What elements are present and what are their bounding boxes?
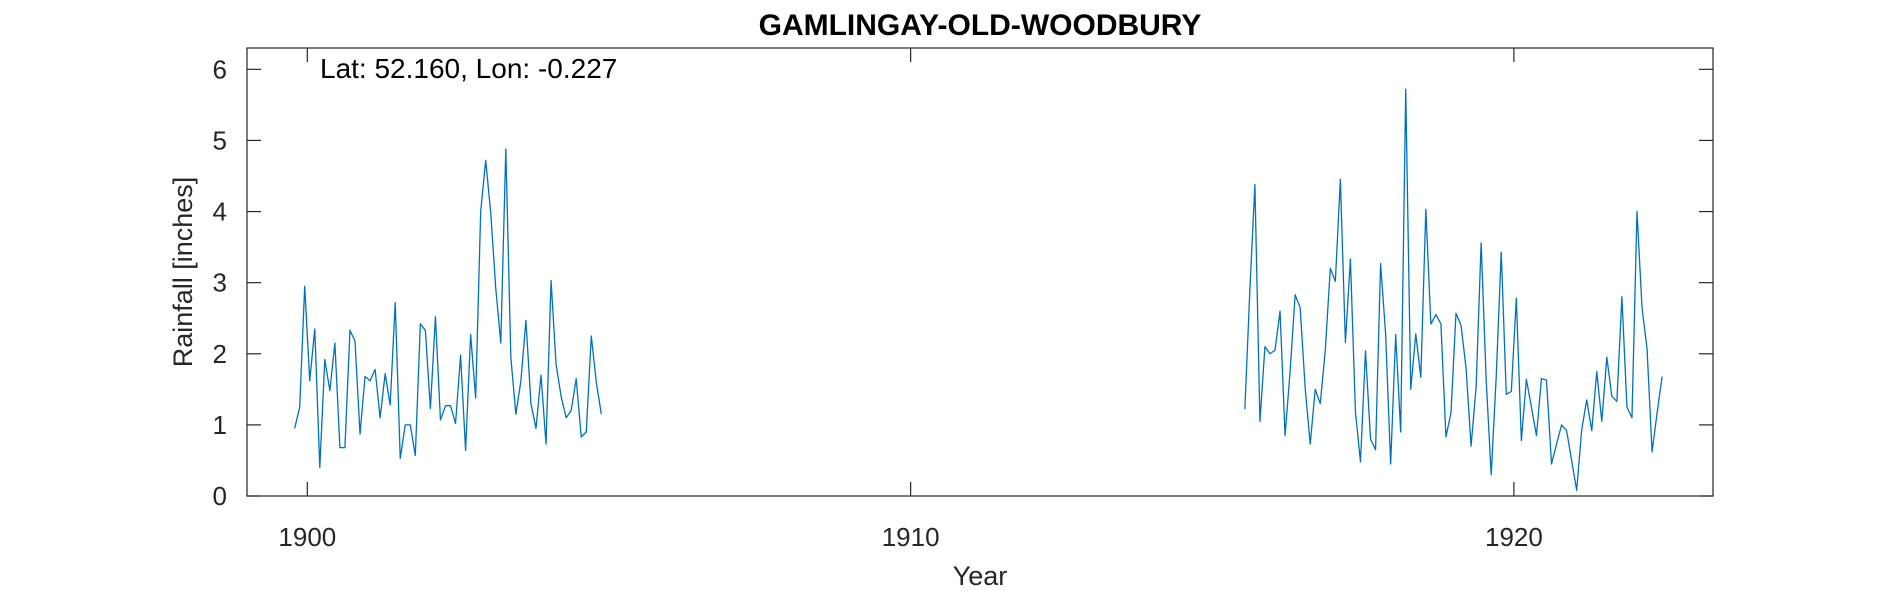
series-group: [294, 88, 1663, 491]
y-tick-label-2: 2: [213, 339, 227, 369]
y-tick-label-3: 3: [213, 268, 227, 298]
plot-area-frame: [246, 47, 1714, 497]
rainfall-series-line-1: [294, 148, 602, 469]
y-tick-label-0: 0: [213, 481, 227, 511]
rainfall-series-line-2: [1244, 88, 1663, 491]
chart-title: GAMLINGAY-OLD-WOODBURY: [759, 9, 1202, 42]
x-axis-label: Year: [953, 561, 1008, 591]
tick-group: [247, 48, 1713, 497]
y-tick-label-1: 1: [213, 410, 227, 440]
y-tick-label-4: 4: [213, 197, 227, 227]
y-tick-label-5: 5: [213, 125, 227, 155]
tick-label-group: 0 1 2 3 4 5 6 1900 1910 1920: [213, 54, 1543, 552]
y-axis-label: Rainfall [inches]: [168, 177, 198, 368]
y-tick-label-6: 6: [213, 54, 227, 84]
x-tick-label-1900: 1900: [278, 522, 336, 552]
x-tick-label-1920: 1920: [1485, 522, 1543, 552]
location-annotation: Lat: 52.160, Lon: -0.227: [320, 53, 617, 84]
x-tick-label-1910: 1910: [882, 522, 940, 552]
